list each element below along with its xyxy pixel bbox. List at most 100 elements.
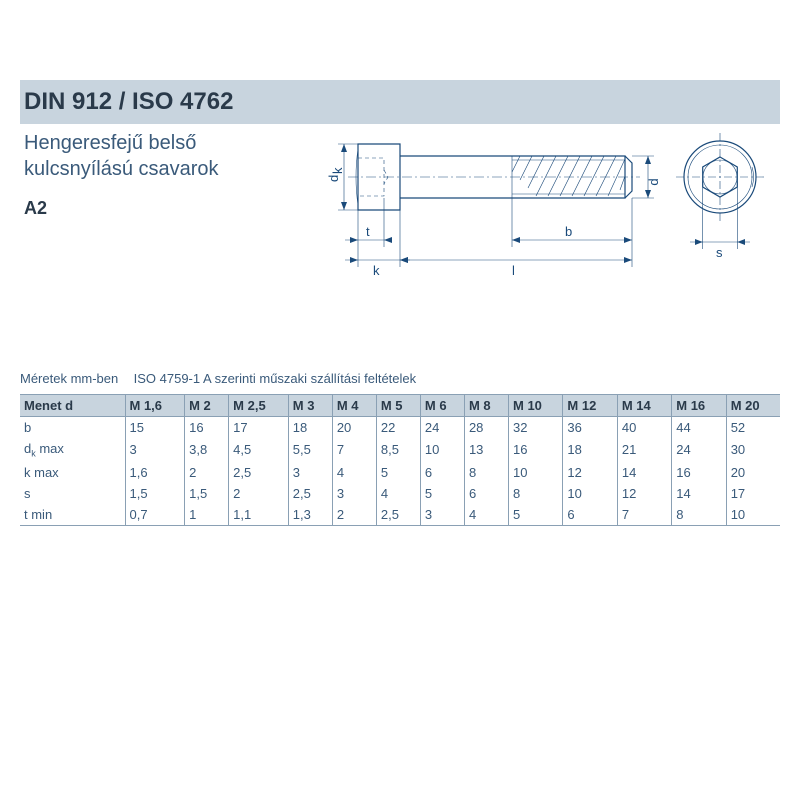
column-header: M 20: [726, 395, 780, 417]
cell: 5: [509, 504, 563, 526]
cell: 8: [464, 462, 508, 483]
row-label: dk max: [20, 438, 125, 462]
table-row: b15161718202224283236404452: [20, 417, 780, 439]
cell: 17: [229, 417, 289, 439]
cell: 20: [726, 462, 780, 483]
cell: 5: [376, 462, 420, 483]
cell: 12: [617, 483, 671, 504]
cell: 22: [376, 417, 420, 439]
table-row: s1,51,522,53456810121417: [20, 483, 780, 504]
cell: 18: [288, 417, 332, 439]
cell: 5: [420, 483, 464, 504]
dim-k-label: k: [373, 263, 380, 278]
cell: 5,5: [288, 438, 332, 462]
cell: 1,5: [125, 483, 185, 504]
cell: 2,5: [229, 462, 289, 483]
cell: 0,7: [125, 504, 185, 526]
column-header: M 10: [509, 395, 563, 417]
cell: 3: [288, 462, 332, 483]
cell: 2: [185, 462, 229, 483]
cell: 21: [617, 438, 671, 462]
column-header: M 3: [288, 395, 332, 417]
cell: 1,3: [288, 504, 332, 526]
table-row: dk max33,84,55,578,510131618212430: [20, 438, 780, 462]
dim-dk-label: d: [326, 175, 341, 182]
cell: 2,5: [288, 483, 332, 504]
cell: 28: [464, 417, 508, 439]
cell: 15: [125, 417, 185, 439]
cell: 2: [332, 504, 376, 526]
dimensions-table: Menet dM 1,6M 2M 2,5M 3M 4M 5M 6M 8M 10M…: [20, 394, 780, 526]
cell: 2: [229, 483, 289, 504]
cell: 1,1: [229, 504, 289, 526]
cell: 32: [509, 417, 563, 439]
cell: 1,5: [185, 483, 229, 504]
row-label: b: [20, 417, 125, 439]
cell: 6: [420, 462, 464, 483]
dim-b-label: b: [565, 224, 572, 239]
cell: 10: [563, 483, 617, 504]
cell: 6: [563, 504, 617, 526]
cell: 10: [509, 462, 563, 483]
dim-s-label: s: [716, 245, 723, 260]
product-description: Hengeresfejű belső kulcsnyílású csavarok: [20, 126, 300, 192]
column-header: M 12: [563, 395, 617, 417]
column-header: M 2,5: [229, 395, 289, 417]
cell: 16: [509, 438, 563, 462]
standard-code: DIN 912 / ISO 4762: [24, 88, 776, 116]
column-header: M 4: [332, 395, 376, 417]
cell: 4,5: [229, 438, 289, 462]
row-label: t min: [20, 504, 125, 526]
dim-d-label: d: [646, 178, 661, 185]
table-row: t min0,711,11,322,534567810: [20, 504, 780, 526]
table-caption: Méretek mm-ben ISO 4759-1 A szerinti műs…: [20, 371, 780, 386]
cell: 1: [185, 504, 229, 526]
cell: 30: [726, 438, 780, 462]
cell: 16: [672, 462, 726, 483]
cell: 18: [563, 438, 617, 462]
cell: 2,5: [376, 504, 420, 526]
cell: 10: [726, 504, 780, 526]
cell: 8,5: [376, 438, 420, 462]
cell: 52: [726, 417, 780, 439]
cell: 16: [185, 417, 229, 439]
row-label: k max: [20, 462, 125, 483]
cell: 20: [332, 417, 376, 439]
svg-text:k: k: [330, 167, 345, 174]
table-header-row: Menet dM 1,6M 2M 2,5M 3M 4M 5M 6M 8M 10M…: [20, 395, 780, 417]
cell: 4: [464, 504, 508, 526]
cell: 3: [125, 438, 185, 462]
cell: 3: [420, 504, 464, 526]
dim-l-label: l: [512, 263, 515, 278]
cell: 4: [332, 462, 376, 483]
cell: 10: [420, 438, 464, 462]
column-header: M 5: [376, 395, 420, 417]
cell: 7: [617, 504, 671, 526]
cell: 7: [332, 438, 376, 462]
column-header: M 16: [672, 395, 726, 417]
dim-t-label: t: [366, 224, 370, 239]
material-grade: A2: [20, 192, 300, 225]
column-header: M 14: [617, 395, 671, 417]
cell: 17: [726, 483, 780, 504]
row-label: s: [20, 483, 125, 504]
cell: 24: [672, 438, 726, 462]
cell: 8: [672, 504, 726, 526]
cell: 14: [672, 483, 726, 504]
cell: 40: [617, 417, 671, 439]
cell: 14: [617, 462, 671, 483]
cell: 13: [464, 438, 508, 462]
column-header: M 6: [420, 395, 464, 417]
cell: 24: [420, 417, 464, 439]
cell: 3: [332, 483, 376, 504]
cell: 12: [563, 462, 617, 483]
technical-diagram: d k d: [310, 126, 790, 291]
column-header: M 2: [185, 395, 229, 417]
cell: 8: [509, 483, 563, 504]
cell: 6: [464, 483, 508, 504]
cell: 44: [672, 417, 726, 439]
cell: 1,6: [125, 462, 185, 483]
header-first-col: Menet d: [20, 395, 125, 417]
column-header: M 1,6: [125, 395, 185, 417]
cell: 36: [563, 417, 617, 439]
